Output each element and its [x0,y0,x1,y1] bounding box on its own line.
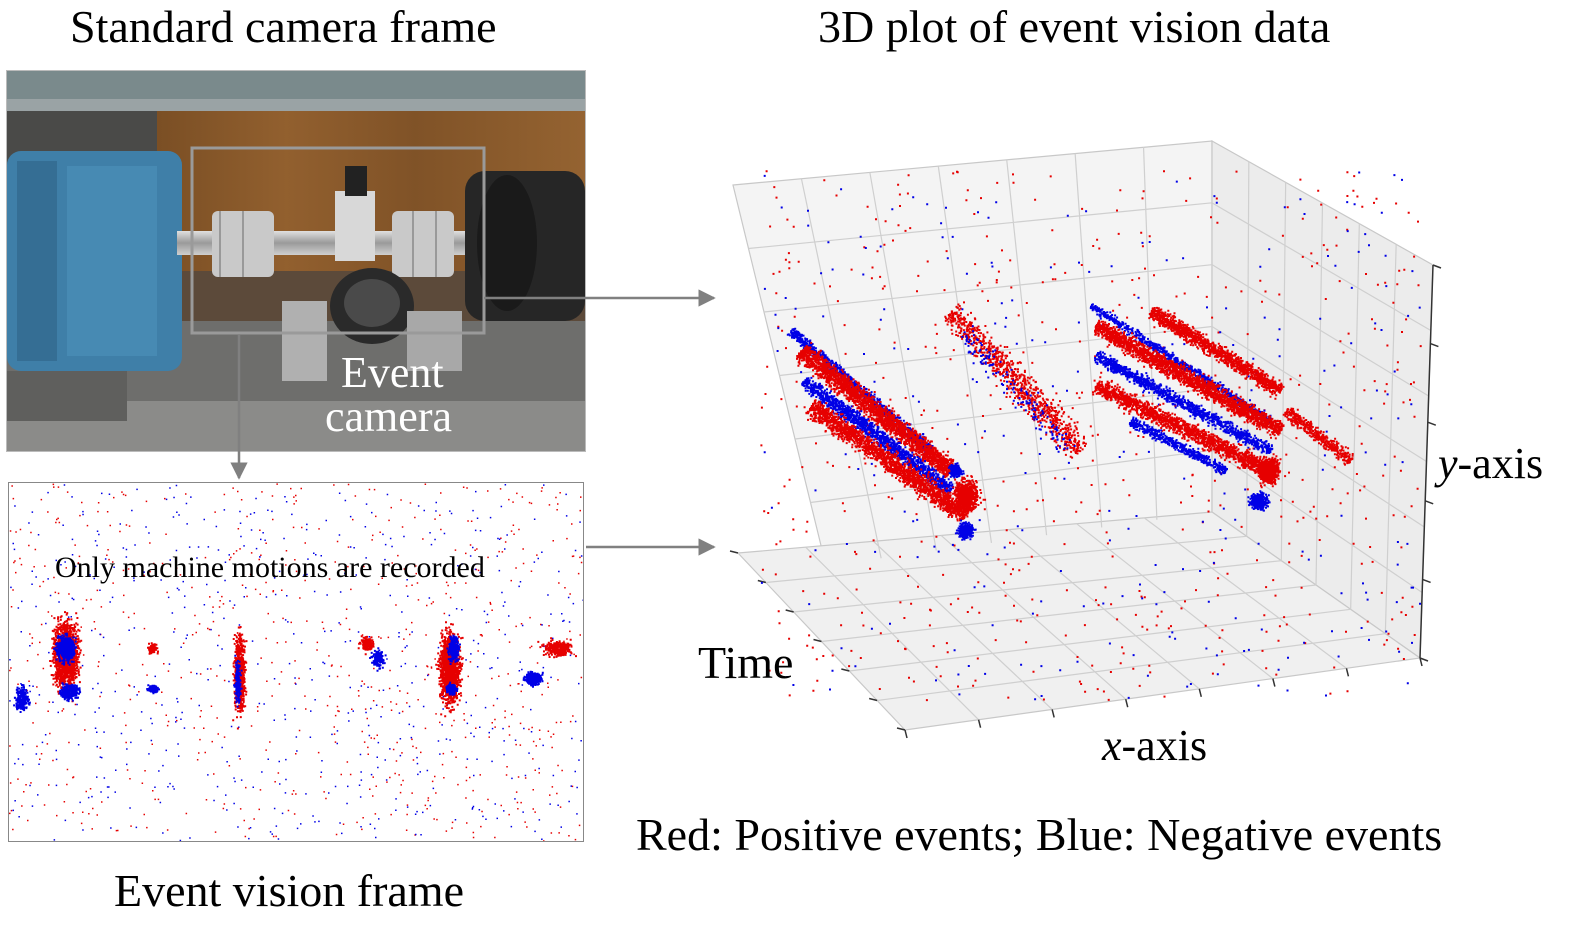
y-axis-label: y-axis [1438,442,1543,486]
event-frame-title: Event vision frame [114,865,465,916]
x-axis-var: x [1102,721,1122,770]
y-axis-suffix: -axis [1457,439,1544,488]
event-frame-scatter [9,483,583,841]
plot3d-title: 3D plot of event vision data [818,1,1331,52]
plot-band-red-mid [944,301,1087,459]
plot-blob-red-7 [1255,453,1282,489]
frame-blob-red-3 [147,642,159,655]
time-axis-label: Time [698,637,794,688]
plot-blob-blue-3 [954,519,977,541]
camera-frame-title: Standard camera frame [70,1,497,52]
plot-band-red-4 [1148,306,1285,400]
frame-blob-blue-7 [13,684,31,713]
plot-band-blue-4 [1089,303,1273,424]
frame-blob-blue-1 [53,632,78,666]
frame-blob-red-6 [537,637,577,659]
frame-blob-blue-3 [146,684,160,695]
plot-band-red-6 [1092,376,1273,479]
frame-blob-blue-6 [522,670,544,688]
event-frame-annotation: Only machine motions are recorded [55,551,485,584]
frame-blob-blue-5 [446,634,461,665]
plot-blob-blue-3b [947,462,965,479]
plot-band-blue-2 [801,376,955,496]
frame-blob-red-4 [357,635,375,656]
event-vision-frame: Only machine motions are recorded [8,482,584,842]
frame-blob-blue-2 [233,654,243,708]
x-axis-suffix: -axis [1121,721,1208,770]
frame-blob-blue-1b [58,682,82,703]
plot-band-red-1 [796,341,957,481]
plot-band-red-2 [805,399,971,522]
event-camera-label-line1: Event [341,348,444,397]
y-axis-var: y [1438,439,1458,488]
legend-text: Red: Positive events; Blue: Negative eve… [636,809,1443,860]
x-axis-label: x-axis [1102,724,1207,768]
plot-band-blue-6 [1128,416,1228,476]
plot-blob-red-3 [952,474,982,518]
plot-blob-blue-7 [1247,490,1271,512]
camera-photo-drawing [7,71,585,451]
plot-band-red-5 [1094,319,1285,440]
frame-blob-blue-5b [445,681,459,696]
plot-band-blue-5 [1094,350,1274,455]
plot-band-red-8 [1282,407,1354,466]
plot3d-axis-ticks [729,264,1442,739]
event-camera-label-line2: camera [325,392,452,441]
frame-blob-blue-4 [369,647,387,672]
plot-band-blue-mid [961,325,1076,453]
camera-photo: Event camera [6,70,586,452]
